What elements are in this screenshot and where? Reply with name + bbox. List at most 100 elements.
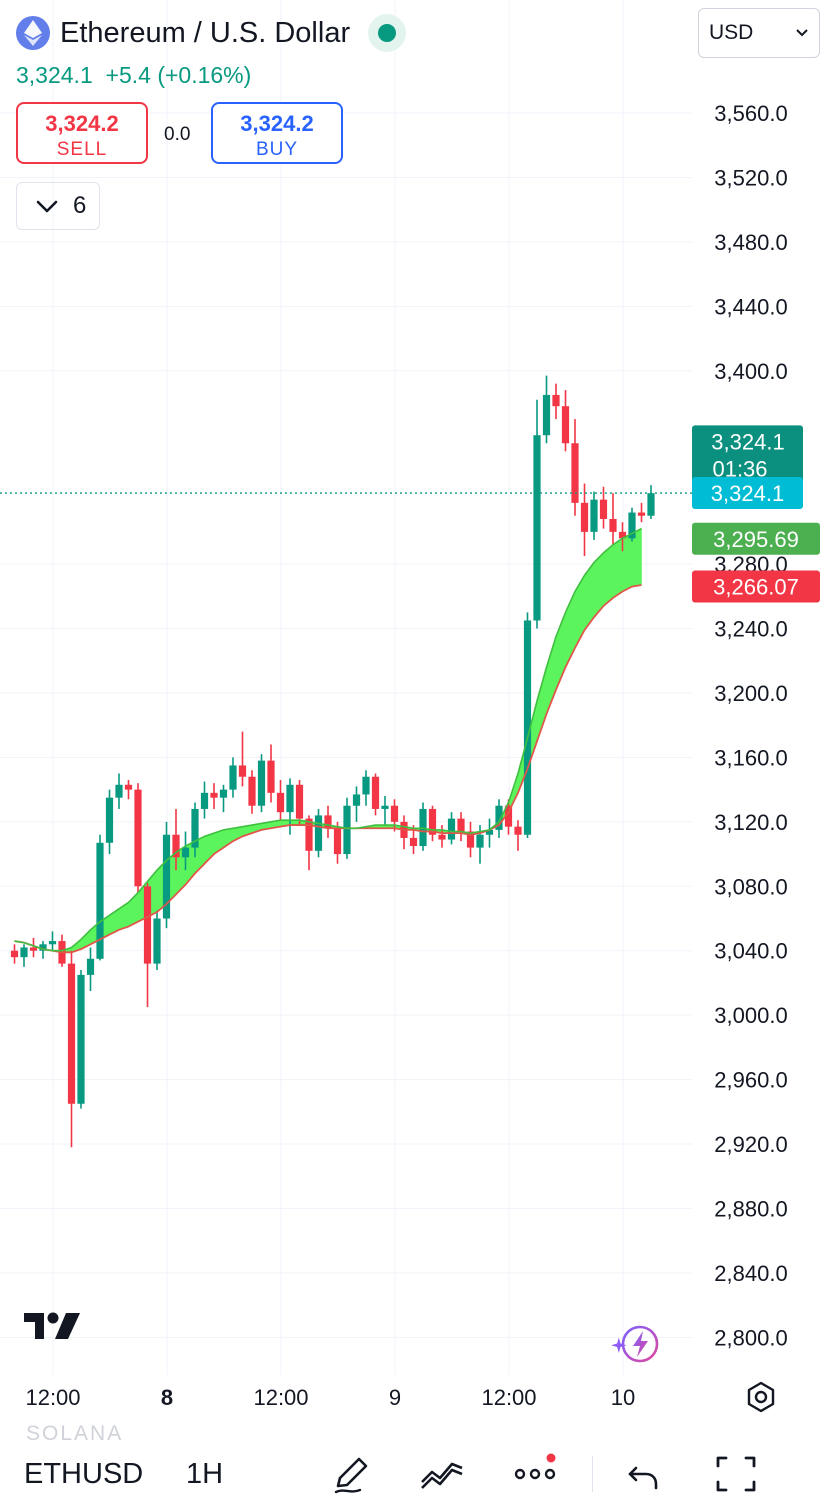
tradingview-logo-icon bbox=[22, 1310, 82, 1347]
candle bbox=[48, 931, 57, 951]
candle bbox=[143, 883, 152, 1008]
candle bbox=[210, 783, 218, 809]
sell-label: SELL bbox=[56, 139, 108, 160]
chart-settings-icon[interactable] bbox=[744, 1380, 778, 1419]
candle bbox=[67, 950, 76, 1148]
price-chart[interactable]: 3,560.03,520.03,480.03,440.03,400.03,280… bbox=[0, 0, 829, 1420]
candle bbox=[419, 802, 427, 851]
y-axis-tick-label: 2,960.0 bbox=[714, 1068, 787, 1093]
candle bbox=[153, 910, 161, 971]
x-axis-tick-label: 9 bbox=[389, 1385, 401, 1410]
indicators-icon[interactable] bbox=[418, 1452, 466, 1501]
ma-slow-line bbox=[14, 584, 642, 954]
live-dot-icon bbox=[378, 24, 397, 42]
y-axis-tick-label: 3,400.0 bbox=[714, 359, 787, 384]
flash-action-icon[interactable] bbox=[610, 1322, 662, 1371]
x-axis-tick-label: 12:00 bbox=[253, 1385, 308, 1410]
buy-button[interactable]: 3,324.2 BUY bbox=[211, 102, 343, 164]
candle bbox=[29, 937, 38, 958]
y-axis-tick-label: 3,520.0 bbox=[714, 165, 787, 190]
candle bbox=[390, 799, 399, 832]
toolbar-divider bbox=[592, 1456, 593, 1492]
candle bbox=[276, 779, 285, 821]
x-axis-tick-label: 8 bbox=[161, 1385, 173, 1410]
x-axis-tick-label: 10 bbox=[611, 1385, 635, 1410]
drawing-pen-icon[interactable] bbox=[330, 1452, 374, 1501]
candle bbox=[314, 808, 323, 858]
y-axis-tick-label: 2,840.0 bbox=[714, 1261, 787, 1286]
candle bbox=[219, 784, 228, 813]
undo-icon[interactable] bbox=[622, 1452, 666, 1501]
candle bbox=[457, 812, 465, 842]
candle bbox=[105, 789, 114, 855]
candle bbox=[590, 491, 598, 540]
candle bbox=[609, 493, 617, 545]
chevron-down-icon bbox=[796, 29, 808, 37]
fullscreen-icon[interactable] bbox=[712, 1452, 760, 1501]
candle bbox=[495, 799, 503, 838]
candle bbox=[599, 486, 608, 529]
buy-label: BUY bbox=[255, 139, 299, 160]
candle bbox=[229, 757, 237, 798]
y-axis-tick-label: 2,920.0 bbox=[714, 1132, 787, 1157]
y-axis-tick-label: 3,440.0 bbox=[714, 294, 787, 319]
ma-slow-label: 3,266.07 bbox=[692, 570, 820, 603]
market-open-indicator bbox=[368, 14, 407, 52]
spread-value: 0.0 bbox=[164, 124, 191, 145]
x-axis-tick-label: 12:00 bbox=[25, 1385, 80, 1410]
candle bbox=[580, 483, 589, 557]
candle bbox=[438, 825, 446, 848]
candle bbox=[238, 731, 247, 787]
candle bbox=[77, 970, 85, 1109]
candle bbox=[248, 770, 256, 814]
candle bbox=[295, 779, 304, 826]
interval-selector[interactable]: 1H bbox=[186, 1458, 224, 1490]
chevron-down-icon bbox=[36, 200, 58, 213]
candle bbox=[371, 773, 380, 816]
y-axis-tick-label: 3,080.0 bbox=[714, 874, 787, 899]
candle bbox=[571, 419, 579, 516]
countdown-price-text: 3,324.1 bbox=[711, 429, 784, 454]
y-axis-tick-label: 3,240.0 bbox=[714, 617, 787, 642]
more-options-icon[interactable] bbox=[510, 1452, 560, 1501]
buy-price: 3,324.2 bbox=[240, 111, 314, 136]
y-axis-tick-label: 3,560.0 bbox=[714, 101, 787, 126]
ma-ribbon-segment bbox=[574, 574, 585, 648]
candle bbox=[381, 796, 389, 826]
currency-value: USD bbox=[709, 21, 754, 44]
candle bbox=[324, 805, 332, 838]
candle bbox=[257, 754, 266, 813]
candle bbox=[162, 821, 171, 929]
symbol-title: Ethereum / U.S. Dollar bbox=[60, 16, 351, 49]
currency-select[interactable]: USD bbox=[698, 8, 820, 58]
bottom-toolbar bbox=[0, 1420, 829, 1499]
candle bbox=[523, 612, 532, 838]
candle bbox=[134, 783, 142, 893]
candle bbox=[115, 773, 123, 809]
indicators-count: 6 bbox=[73, 192, 87, 219]
candle bbox=[447, 812, 456, 845]
sell-button[interactable]: 3,324.2 SELL bbox=[16, 102, 148, 164]
candle bbox=[618, 522, 627, 552]
candle bbox=[533, 399, 541, 629]
candle bbox=[20, 944, 28, 967]
ma-slow-label-text: 3,266.07 bbox=[713, 575, 799, 600]
candle bbox=[362, 770, 370, 806]
y-axis-tick-label: 2,800.0 bbox=[714, 1325, 787, 1350]
candle bbox=[561, 390, 570, 452]
quote-change: 3,324.1 +5.4 (+0.16%) bbox=[16, 62, 252, 88]
candle bbox=[86, 947, 95, 991]
symbol-title-row[interactable]: Ethereum / U.S. Dollar bbox=[16, 14, 407, 52]
ma-ribbon-segment bbox=[622, 532, 633, 592]
last-price-label-text: 3,324.1 bbox=[711, 481, 784, 506]
y-axis-tick-label: 3,040.0 bbox=[714, 939, 787, 964]
symbol-selector[interactable]: ETHUSD bbox=[24, 1458, 144, 1490]
y-axis-tick-label: 3,480.0 bbox=[714, 230, 787, 255]
ma-fast-line bbox=[14, 527, 642, 952]
indicators-toggle-button[interactable]: 6 bbox=[16, 182, 100, 230]
candle bbox=[200, 781, 209, 819]
candle bbox=[10, 944, 19, 964]
y-axis-tick-label: 2,880.0 bbox=[714, 1196, 787, 1221]
chart-header: Ethereum / U.S. Dollar 3,324.1 +5.4 (+0.… bbox=[0, 0, 829, 240]
ma-ribbon-segment bbox=[612, 537, 623, 599]
